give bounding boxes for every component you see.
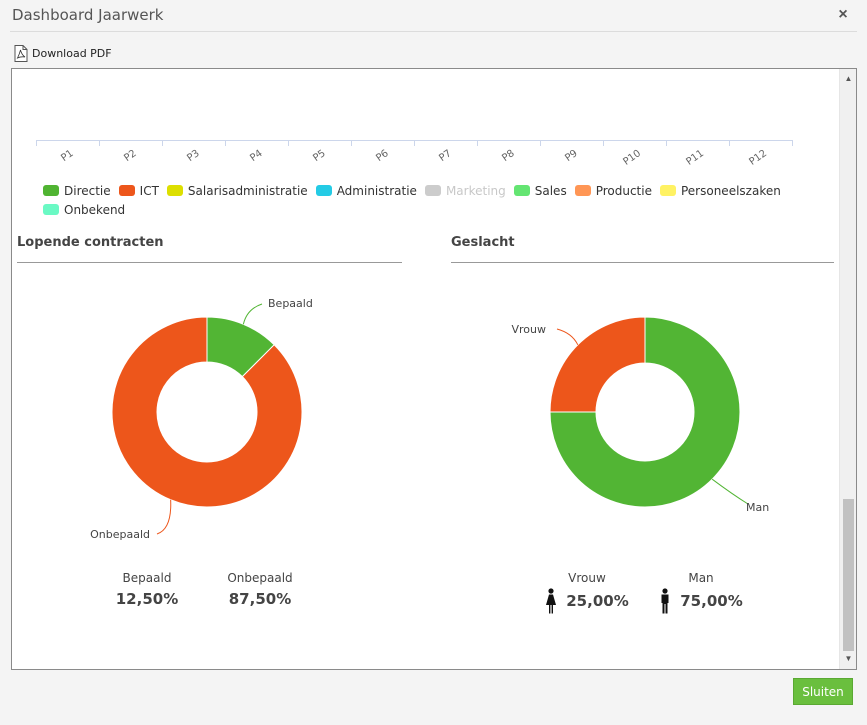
x-axis-label: P7: [437, 148, 454, 165]
donut-label: Bepaald: [268, 297, 313, 310]
stat-value-man: 75,00%: [680, 592, 743, 610]
legend-swatch: [424, 185, 441, 196]
stat-label-bepaald: Bepaald: [122, 571, 172, 585]
legend-item[interactable]: Productie: [574, 182, 652, 200]
dialog-header: Dashboard Jaarwerk ×: [0, 0, 867, 32]
x-axis-label: P11: [684, 148, 706, 168]
donut-connector: [556, 328, 579, 346]
x-axis-label: P1: [59, 148, 76, 165]
donut-connector: [156, 499, 172, 535]
stat-label-onbepaald: Onbepaald: [227, 571, 293, 585]
donut-connector: [711, 478, 749, 505]
legend-swatch: [43, 185, 59, 196]
donut-slice[interactable]: [549, 316, 741, 508]
x-axis-label: P8: [500, 148, 517, 165]
stat-label-vrouw: Vrouw: [568, 571, 606, 585]
scroll-thumb[interactable]: [843, 499, 854, 651]
x-axis-label: P10: [621, 148, 643, 168]
donut-label: Vrouw: [511, 323, 546, 336]
male-icon: [661, 588, 669, 614]
x-axis-tick: [729, 140, 730, 146]
download-pdf-button[interactable]: Download PDF: [14, 44, 112, 62]
female-icon: [546, 588, 557, 614]
legend-label: Sales: [534, 183, 567, 198]
pdf-icon: [14, 44, 28, 62]
contracts-donut-chart: Bepaald Onbepaald: [90, 297, 313, 541]
x-axis-tick: [540, 140, 541, 146]
scroll-up-icon[interactable]: ▲: [844, 74, 853, 83]
legend-label: Personeelszaken: [680, 183, 781, 198]
legend-swatch: [659, 185, 676, 196]
gender-divider: [451, 262, 834, 263]
x-axis-tick: [351, 140, 352, 146]
legend-label: Administratie: [336, 183, 417, 198]
legend-item[interactable]: Personeelszaken: [659, 182, 781, 200]
stat-value-vrouw: 25,00%: [566, 592, 629, 610]
legend-item[interactable]: Onbekend: [43, 201, 125, 219]
legend-item[interactable]: Directie: [43, 182, 111, 200]
x-axis-label: P2: [122, 148, 139, 165]
legend-label: Salarisadministratie: [187, 183, 308, 198]
gender-stat-vrouw: Vrouw 25,00%: [542, 571, 632, 614]
dashboard-panel[interactable]: P1 P2 P3 P4 P5 P6 P7 P8 P9 P10 P11 P12 Directie ICT S…: [11, 68, 857, 670]
dialog-title: Dashboard Jaarwerk: [12, 6, 164, 24]
download-pdf-label: Download PDF: [32, 46, 112, 60]
x-axis-tick: [288, 140, 289, 146]
legend-swatch: [574, 185, 591, 196]
contracts-title: Lopende contracten: [17, 235, 164, 250]
legend-item[interactable]: Sales: [513, 182, 567, 200]
donut-label: Onbepaald: [90, 528, 150, 541]
legend-swatch: [43, 204, 59, 215]
stat-value-bepaald: 12,50%: [115, 590, 179, 608]
close-button[interactable]: Sluiten: [793, 678, 853, 705]
donut-label: Man: [746, 501, 769, 514]
donut-slice[interactable]: [549, 316, 646, 413]
x-axis-tick: [99, 140, 100, 146]
legend-item[interactable]: Salarisadministratie: [166, 182, 308, 200]
gender-stat-man: Man 75,00%: [656, 571, 746, 614]
stat-label-man: Man: [688, 571, 714, 585]
x-axis-tick: [666, 140, 667, 146]
chart-legend: Directie ICT Salarisadministratie Administr…: [43, 181, 803, 219]
legend-item[interactable]: Marketing: [424, 182, 506, 200]
contracts-stat-onbepaald: Onbepaald 87,50%: [210, 571, 310, 608]
legend-label: Marketing: [445, 183, 506, 198]
stat-value-onbepaald: 87,50%: [228, 590, 292, 608]
gender-donut-chart: Man Vrouw: [511, 316, 769, 514]
contracts-divider: [17, 262, 402, 263]
header-divider: [10, 31, 857, 32]
legend-label: ICT: [139, 183, 159, 198]
x-axis-tick: [414, 140, 415, 146]
scroll-down-icon[interactable]: ▼: [844, 654, 853, 663]
x-axis-tick: [603, 140, 604, 146]
donut-slice[interactable]: [111, 316, 303, 508]
legend-swatch: [315, 185, 332, 196]
legend-swatch: [118, 185, 135, 196]
donut-connector: [242, 303, 263, 325]
x-axis-label: P5: [311, 148, 328, 165]
x-axis-tick: [792, 140, 793, 146]
x-axis-label: P9: [563, 148, 580, 165]
legend-label: Onbekend: [64, 202, 126, 217]
legend-label: Productie: [595, 183, 652, 198]
legend-swatch: [513, 185, 530, 196]
legend-swatch: [166, 185, 183, 196]
close-icon[interactable]: ×: [838, 6, 848, 23]
legend-item[interactable]: ICT: [118, 182, 159, 200]
x-axis-label: P6: [374, 148, 391, 165]
panel-scrollbar[interactable]: ▲ ▼: [839, 69, 856, 669]
x-axis-tick: [225, 140, 226, 146]
gender-title: Geslacht: [451, 235, 515, 250]
x-axis-label: P12: [747, 148, 769, 168]
x-axis-label: P4: [248, 148, 265, 165]
contracts-stat-bepaald: Bepaald 12,50%: [97, 571, 197, 608]
legend-label: Directie: [64, 183, 111, 198]
x-axis-tick: [477, 140, 478, 146]
x-axis-tick: [36, 140, 37, 146]
legend-item[interactable]: Administratie: [315, 182, 417, 200]
x-axis-label: P3: [185, 148, 202, 165]
x-axis-tick: [162, 140, 163, 146]
